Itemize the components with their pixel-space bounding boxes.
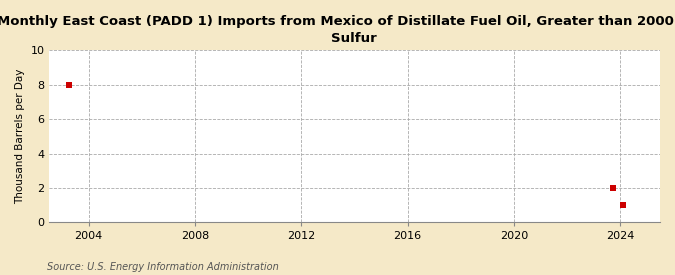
Text: Source: U.S. Energy Information Administration: Source: U.S. Energy Information Administ…: [47, 262, 279, 272]
Y-axis label: Thousand Barrels per Day: Thousand Barrels per Day: [15, 69, 25, 204]
Title: Monthly East Coast (PADD 1) Imports from Mexico of Distillate Fuel Oil, Greater : Monthly East Coast (PADD 1) Imports from…: [0, 15, 675, 45]
